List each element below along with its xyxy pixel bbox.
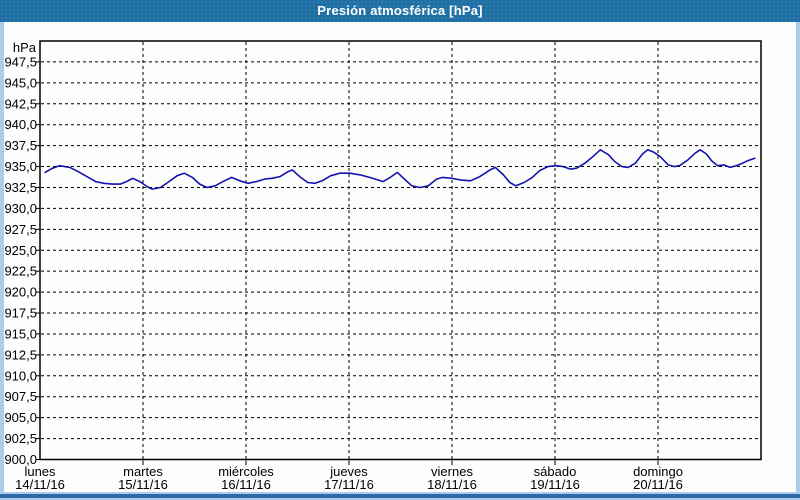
x-date-label: 14/11/16 <box>15 477 65 492</box>
y-tick-label: 932,5 <box>4 180 37 195</box>
y-tick-label: 927,5 <box>4 222 37 237</box>
y-tick-label: 947,5 <box>4 54 37 69</box>
y-tick-label: 922,5 <box>4 264 37 279</box>
x-date-label: 18/11/16 <box>427 477 477 492</box>
x-date-label: 20/11/16 <box>633 477 683 492</box>
y-tick-label: 905,0 <box>4 410 37 425</box>
y-tick-label: 912,5 <box>4 347 37 362</box>
y-tick-label: 900,0 <box>4 452 37 467</box>
x-day-label: jueves <box>329 464 368 479</box>
y-tick-label: 902,5 <box>4 431 37 446</box>
x-date-label: 19/11/16 <box>530 477 580 492</box>
x-day-label: martes <box>123 464 163 479</box>
window-frame-left <box>0 22 4 500</box>
y-tick-label: 910,0 <box>4 368 37 383</box>
y-tick-label: 940,0 <box>4 117 37 132</box>
x-day-label: viernes <box>431 464 473 479</box>
y-tick-label: 935,0 <box>4 159 37 174</box>
y-tick-label: 920,0 <box>4 285 37 300</box>
y-tick-label: 915,0 <box>4 326 37 341</box>
window-title: Presión atmosférica [hPa] <box>317 3 483 18</box>
y-tick-label: 942,5 <box>4 96 37 111</box>
y-tick-label: 937,5 <box>4 138 37 153</box>
y-axis-unit-label: hPa <box>13 40 37 55</box>
x-day-label: miércoles <box>218 464 274 479</box>
x-day-label: lunes <box>24 464 56 479</box>
window-title-bar: Presión atmosférica [hPa] <box>0 0 800 22</box>
y-tick-label: 907,5 <box>4 389 37 404</box>
x-date-label: 17/11/16 <box>324 477 374 492</box>
y-tick-label: 917,5 <box>4 306 37 321</box>
pressure-line <box>44 149 756 190</box>
x-date-label: 16/11/16 <box>221 477 271 492</box>
y-tick-label: 925,0 <box>4 243 37 258</box>
window-frame-bottom <box>0 492 800 500</box>
window-frame-right <box>796 22 800 500</box>
x-day-label: sábado <box>534 464 577 479</box>
y-tick-label: 945,0 <box>4 75 37 90</box>
x-date-label: 15/11/16 <box>118 477 168 492</box>
x-day-label: domingo <box>633 464 683 479</box>
y-tick-label: 930,0 <box>4 201 37 216</box>
plot-border <box>39 40 762 461</box>
